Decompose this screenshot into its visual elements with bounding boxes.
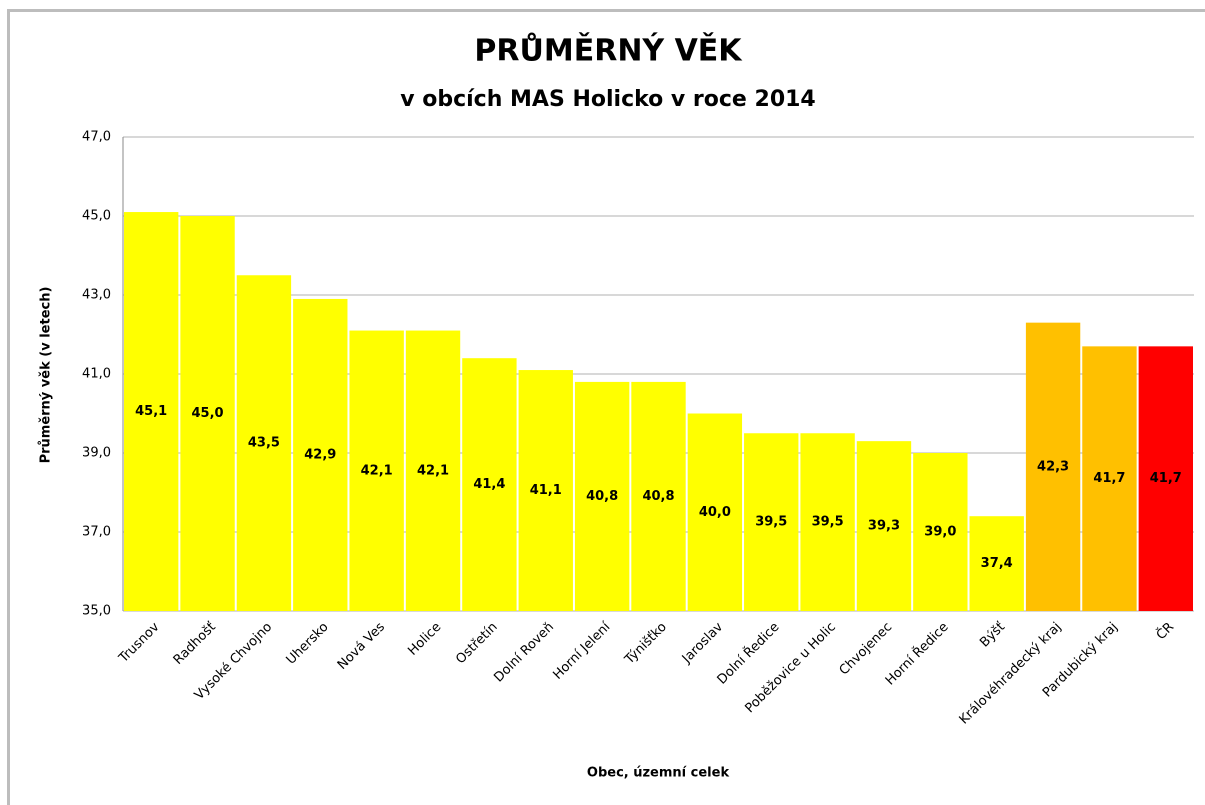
y-tick-label: 41,0: [82, 367, 111, 382]
data-label: 40,0: [699, 505, 731, 520]
bar: [856, 441, 912, 611]
bar: [574, 381, 630, 611]
data-label: 42,9: [304, 447, 336, 462]
chart-subtitle: v obcích MAS Holicko v roce 2014: [400, 87, 816, 112]
data-label: 39,5: [755, 515, 787, 530]
data-label: 43,5: [248, 436, 280, 451]
bar: [405, 330, 461, 611]
data-label: 41,4: [473, 477, 505, 492]
y-tick-label: 39,0: [82, 446, 111, 461]
y-tick-label: 37,0: [82, 525, 111, 540]
bar: [913, 453, 968, 611]
data-label: 39,3: [868, 519, 900, 534]
bar: [1082, 346, 1137, 611]
data-label: 37,4: [981, 556, 1013, 571]
x-axis-label: Obec, územní celek: [587, 766, 730, 781]
data-label: 39,5: [812, 515, 844, 530]
bar: [1025, 322, 1081, 611]
bar: [518, 370, 573, 611]
data-label: 45,1: [135, 404, 167, 419]
data-label: 42,3: [1037, 459, 1069, 474]
data-label: 41,7: [1093, 471, 1125, 486]
data-label: 40,8: [642, 489, 674, 504]
data-label: 41,1: [530, 483, 562, 498]
y-tick-label: 43,0: [82, 288, 111, 303]
data-label: 42,1: [361, 463, 393, 478]
bar: [124, 212, 179, 612]
y-tick-label: 35,0: [82, 604, 111, 619]
data-label: 40,8: [586, 489, 618, 504]
y-tick-label: 45,0: [82, 209, 111, 224]
bar: [969, 516, 1024, 611]
y-tick-label: 47,0: [82, 130, 111, 145]
data-label: 45,0: [192, 406, 224, 421]
data-label: 39,0: [924, 525, 956, 540]
chart-title: PRŮMĚRNÝ VĚK: [474, 32, 743, 69]
bar: [462, 358, 517, 611]
bar: [293, 298, 348, 611]
bar: [687, 413, 743, 611]
y-axis-label: Průměrný věk (v letech): [39, 287, 54, 464]
bar: [631, 381, 686, 611]
bar: [349, 330, 404, 611]
data-label: 41,7: [1150, 471, 1182, 486]
data-label: 42,1: [417, 463, 449, 478]
bar: [236, 275, 292, 611]
bar: [180, 216, 235, 611]
bar: [1138, 346, 1193, 611]
bar: [744, 433, 799, 611]
bar: [800, 433, 855, 611]
